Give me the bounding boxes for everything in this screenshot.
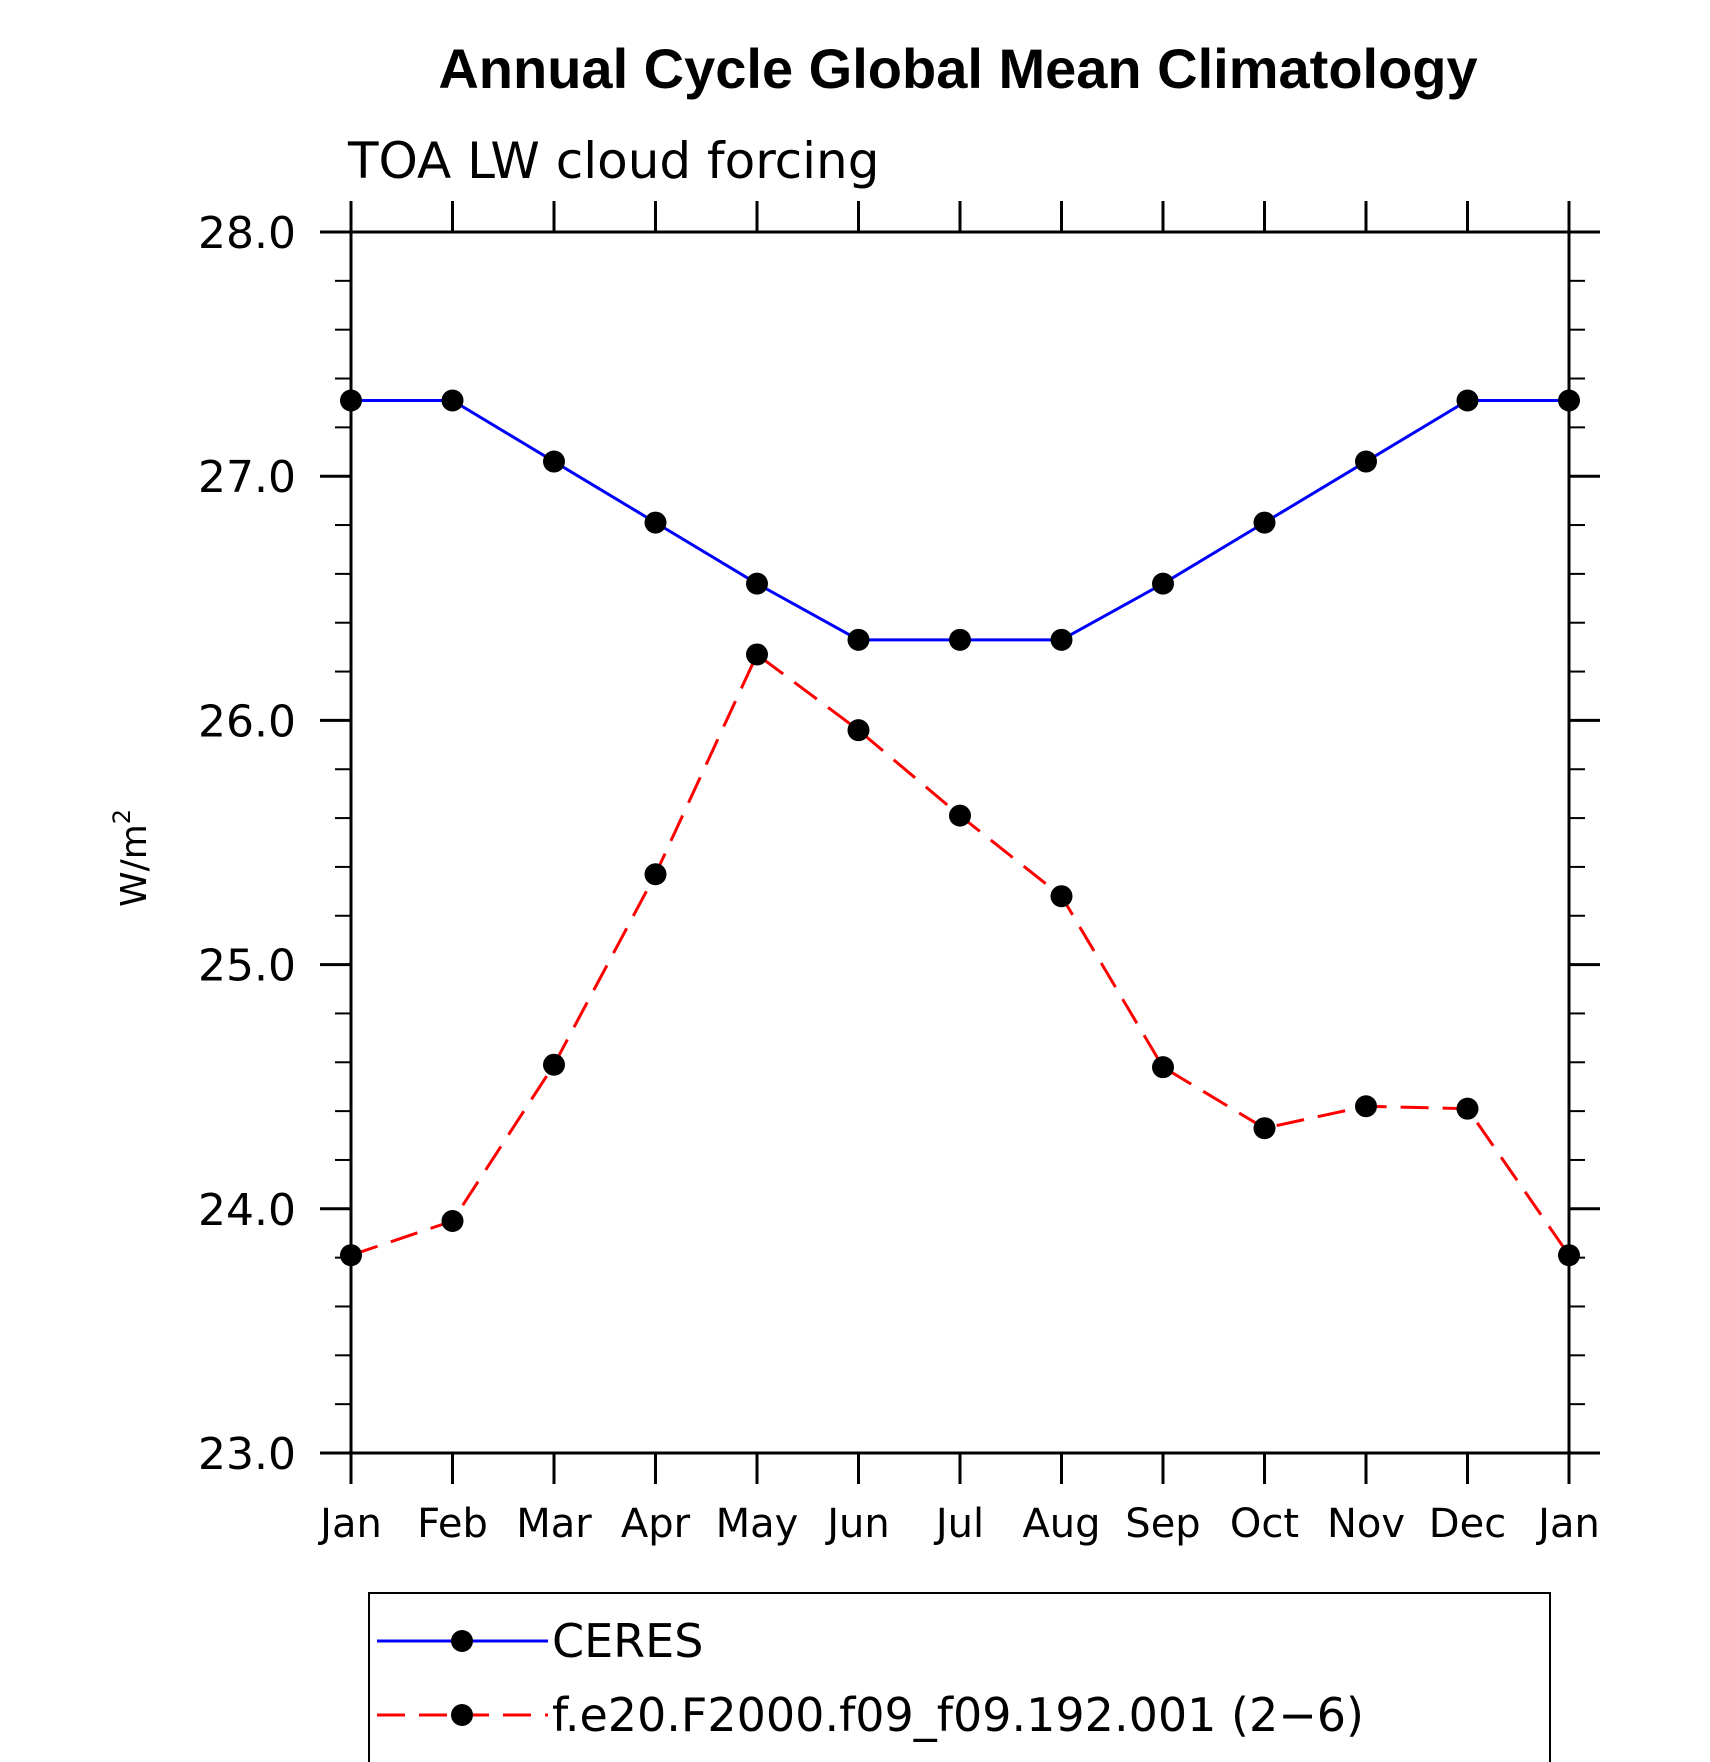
data-point bbox=[441, 1210, 464, 1233]
y-tick-label: 25.0 bbox=[198, 941, 296, 992]
y-tick-label: 27.0 bbox=[198, 452, 296, 503]
data-point bbox=[1456, 1097, 1479, 1120]
x-tick-label: Jun bbox=[824, 1501, 890, 1547]
legend-label-ceres: CERES bbox=[552, 1614, 703, 1668]
chart-title: Annual Cycle Global Mean Climatology bbox=[438, 37, 1477, 100]
x-tick-label: Jul bbox=[933, 1501, 984, 1547]
data-point bbox=[1558, 389, 1580, 412]
data-point bbox=[1253, 1117, 1276, 1140]
data-point bbox=[1152, 572, 1174, 595]
x-tick-label: May bbox=[716, 1501, 799, 1547]
x-tick-label: Sep bbox=[1125, 1501, 1200, 1547]
y-axis-label-base: W/m bbox=[114, 824, 155, 907]
data-point bbox=[746, 643, 768, 666]
y-tick-label: 23.0 bbox=[198, 1429, 296, 1480]
data-point bbox=[847, 628, 870, 651]
y-tick-label: 24.0 bbox=[198, 1185, 296, 1236]
data-point bbox=[949, 804, 971, 827]
data-point bbox=[543, 1053, 565, 1076]
data-point bbox=[949, 628, 971, 651]
data-point bbox=[644, 511, 667, 534]
x-tick-label: Jan bbox=[1535, 1501, 1600, 1547]
x-tick-label: Nov bbox=[1327, 1501, 1405, 1547]
y-tick-label: 28.0 bbox=[198, 208, 296, 259]
chart-subtitle: TOA LW cloud forcing bbox=[347, 132, 879, 190]
data-point bbox=[1253, 511, 1276, 534]
x-tick-label: Aug bbox=[1022, 1501, 1100, 1547]
legend: CERES f.e20.F2000.f09_f09.192.001 (2−6) bbox=[368, 1592, 1551, 1762]
plot-frame bbox=[349, 230, 1571, 1455]
y-tick-label: 26.0 bbox=[198, 696, 296, 747]
data-point bbox=[1355, 1095, 1377, 1118]
x-tick-label: Oct bbox=[1230, 1501, 1299, 1547]
x-tick-label: Mar bbox=[516, 1501, 592, 1547]
data-point bbox=[644, 863, 667, 886]
series-line-1 bbox=[350, 652, 1571, 1257]
x-tick-label: Apr bbox=[621, 1501, 691, 1547]
axes: 23.0 24.0 25.0 26.0 27.0 28.0 Jan Feb Mar Apr May J… bbox=[198, 201, 1600, 1547]
legend-label-model: f.e20.F2000.f09_f09.192.001 (2−6) bbox=[552, 1688, 1364, 1742]
data-point bbox=[746, 572, 768, 595]
data-point bbox=[1355, 450, 1377, 473]
data-point bbox=[1456, 389, 1479, 412]
data-point bbox=[441, 389, 464, 412]
y-axis-label: W/m2 bbox=[108, 809, 155, 907]
series-line-0 bbox=[351, 398, 1569, 642]
data-point bbox=[543, 450, 565, 473]
legend-marker-1 bbox=[451, 1704, 473, 1726]
data-point bbox=[1050, 628, 1073, 651]
data-point bbox=[1050, 885, 1073, 908]
x-tick-label: Feb bbox=[417, 1501, 488, 1547]
x-tick-label: Jan bbox=[317, 1501, 382, 1547]
x-tick-label: Dec bbox=[1429, 1501, 1506, 1547]
legend-box bbox=[368, 1592, 1551, 1762]
legend-marker-0 bbox=[451, 1630, 473, 1652]
data-point bbox=[340, 1244, 362, 1267]
data-point bbox=[1558, 1244, 1580, 1267]
data-point bbox=[340, 389, 362, 412]
data-point bbox=[1152, 1056, 1174, 1079]
series-layer bbox=[340, 389, 1580, 1267]
y-axis-label-superscript: 2 bbox=[108, 809, 136, 824]
data-point bbox=[847, 719, 870, 742]
